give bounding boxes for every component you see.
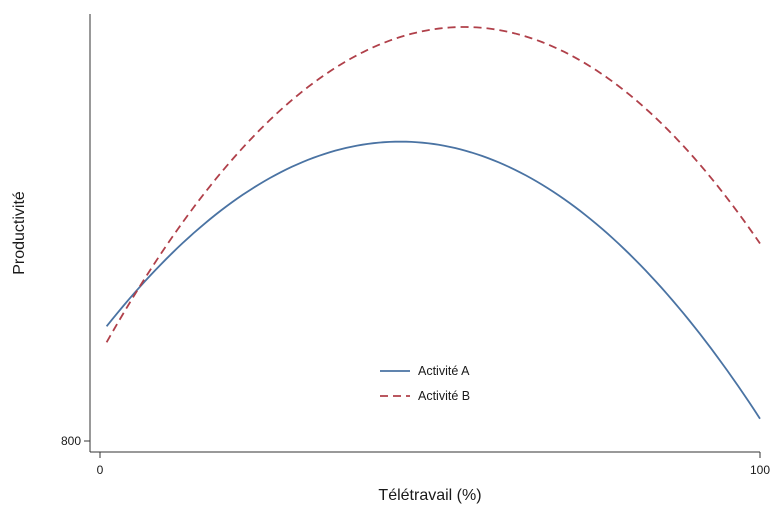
x-axis-title: Télétravail (%): [378, 487, 481, 504]
y-tick-label: 800: [61, 434, 81, 448]
ticks: 0 100 800: [61, 434, 770, 477]
y-axis-title: Productivité: [11, 191, 28, 275]
x-tick-label: 0: [97, 463, 104, 477]
legend: Activité A Activité B: [380, 364, 470, 403]
series-layer: [105, 26, 761, 420]
legend-label: Activité A: [418, 364, 470, 378]
axes: [89, 14, 760, 453]
legend-label: Activité B: [418, 389, 470, 403]
x-tick-label: 100: [750, 463, 770, 477]
series-line-1: [105, 140, 761, 420]
series-line-2: [105, 26, 761, 343]
